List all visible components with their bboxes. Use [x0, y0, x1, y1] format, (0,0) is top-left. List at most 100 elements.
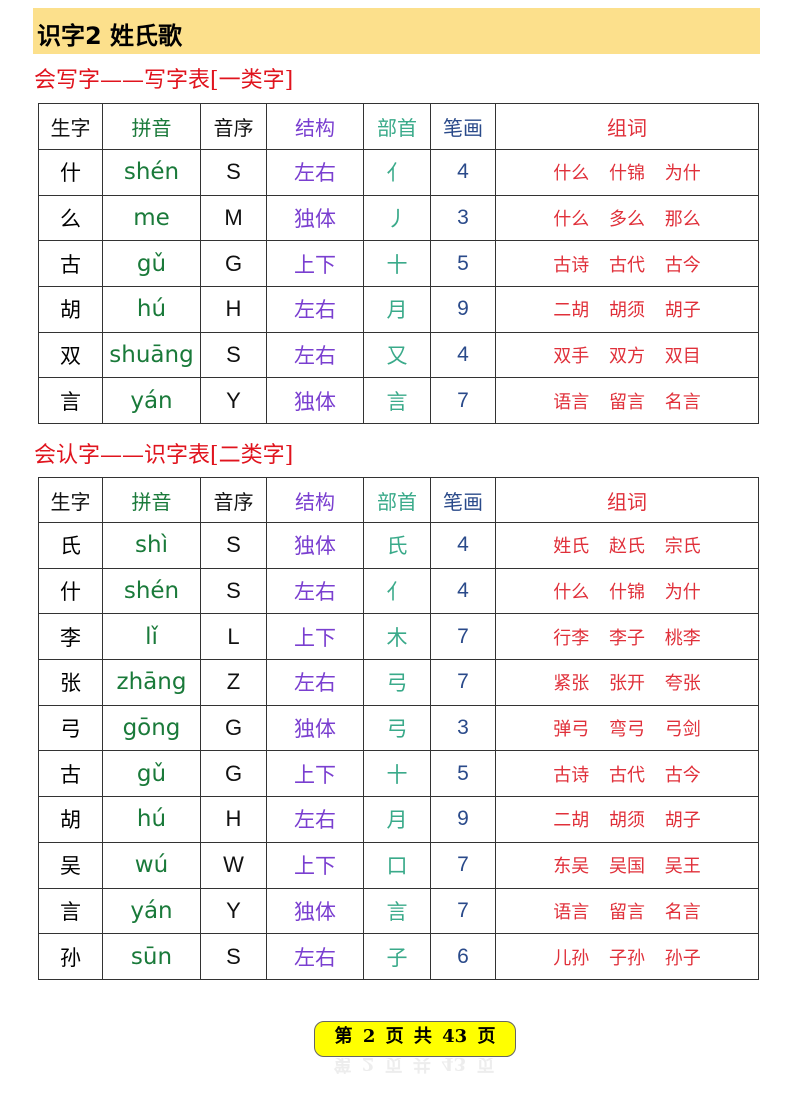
cell-pinyin: shì: [102, 522, 201, 569]
cell-strokes: 4: [430, 331, 496, 379]
cell-structure: 上下: [266, 240, 364, 288]
header-letter: 音序: [200, 103, 267, 150]
cell-structure: 独体: [266, 194, 364, 242]
cell-radical: 子: [363, 933, 431, 980]
cell-structure: 独体: [266, 887, 364, 935]
cell-structure: 独体: [266, 704, 364, 752]
cell-words: 什么 多么 那么: [495, 194, 759, 242]
header-structure: 结构: [266, 477, 364, 523]
cell-letter: S: [200, 331, 267, 379]
cell-words: 什么 什锦 为什: [495, 149, 759, 196]
cell-letter: G: [200, 240, 267, 288]
cell-radical: 月: [363, 796, 431, 843]
table-row: 胡 hú H 左右月 9 二胡 胡须 胡子: [38, 286, 759, 333]
header-letter: 音序: [200, 477, 267, 523]
cell-pinyin: yán: [102, 377, 201, 425]
cell-pinyin: shén: [102, 149, 201, 196]
cell-words: 东吴 吴国 吴王: [495, 841, 759, 889]
cell-radical: 弓: [363, 659, 431, 706]
cell-letter: G: [200, 704, 267, 752]
table-row: 么 me M 独体丿 3 什么 多么 那么: [38, 194, 759, 242]
table-row: 吴 wú W 上下口 7 东吴 吴国 吴王: [38, 841, 759, 889]
cell-words: 语言 留言 名言: [495, 377, 759, 425]
cell-char: 李: [38, 613, 103, 661]
cell-radical: 丿: [363, 194, 431, 242]
cell-strokes: 7: [430, 887, 496, 935]
cell-radical: 又: [363, 331, 431, 379]
cell-structure: 左右: [266, 567, 364, 615]
cell-letter: Y: [200, 377, 267, 425]
cell-radical: 弓: [363, 704, 431, 752]
cell-pinyin: wú: [102, 841, 201, 889]
header-row: 生字 拼音 音序 结构 部首 笔画 组词: [38, 103, 759, 150]
header-char: 生字: [38, 103, 103, 150]
cell-char: 什: [38, 567, 103, 615]
header-words: 组词: [495, 477, 759, 523]
header-pinyin: 拼音: [102, 477, 201, 523]
cell-letter: W: [200, 841, 267, 889]
cell-strokes: 7: [430, 377, 496, 425]
cell-letter: S: [200, 567, 267, 615]
cell-letter: S: [200, 522, 267, 569]
cell-letter: M: [200, 194, 267, 242]
page-title: 识字2 姓氏歌: [37, 22, 183, 50]
cell-char: 古: [38, 240, 103, 288]
table-row: 古 gǔ G 上下十 5 古诗 古代 古今: [38, 750, 759, 798]
cell-char: 张: [38, 659, 103, 706]
cell-letter: S: [200, 933, 267, 980]
cell-char: 胡: [38, 286, 103, 333]
cell-strokes: 5: [430, 750, 496, 798]
cell-strokes: 3: [430, 194, 496, 242]
cell-structure: 独体: [266, 377, 364, 425]
cell-radical: 言: [363, 377, 431, 425]
cell-strokes: 9: [430, 286, 496, 333]
cell-letter: L: [200, 613, 267, 661]
cell-letter: Y: [200, 887, 267, 935]
cell-pinyin: lǐ: [102, 613, 201, 661]
cell-words: 二胡 胡须 胡子: [495, 286, 759, 333]
cell-radical: 十: [363, 240, 431, 288]
cell-radical: 言: [363, 887, 431, 935]
table-row: 言 yán Y 独体言 7 语言 留言 名言: [38, 887, 759, 935]
cell-pinyin: gǔ: [102, 750, 201, 798]
cell-structure: 上下: [266, 613, 364, 661]
cell-structure: 独体: [266, 522, 364, 569]
cell-radical: 亻: [363, 149, 431, 196]
cell-strokes: 4: [430, 567, 496, 615]
cell-letter: S: [200, 149, 267, 196]
cell-words: 双手 双方 双目: [495, 331, 759, 379]
cell-char: 吴: [38, 841, 103, 889]
cell-radical: 月: [363, 286, 431, 333]
cell-pinyin: yán: [102, 887, 201, 935]
header-structure: 结构: [266, 103, 364, 150]
cell-structure: 左右: [266, 933, 364, 980]
cell-words: 紧张 张开 夸张: [495, 659, 759, 706]
header-strokes: 笔画: [430, 477, 496, 523]
header-strokes: 笔画: [430, 103, 496, 150]
cell-char: 言: [38, 887, 103, 935]
header-row: 生字 拼音 音序 结构 部首 笔画 组词: [38, 477, 759, 523]
table-row: 言 yán Y 独体言 7 语言 留言 名言: [38, 377, 759, 425]
table-row: 胡 hú H 左右月 9 二胡 胡须 胡子: [38, 796, 759, 843]
cell-words: 儿孙 子孙 孙子: [495, 933, 759, 980]
cell-char: 孙: [38, 933, 103, 980]
cell-char: 言: [38, 377, 103, 425]
write-characters-table: 生字 拼音 音序 结构 部首 笔画 组词什 shén S 左右亻 4 什么 什锦 为什么 me M 独体丿 3…: [38, 103, 759, 425]
cell-strokes: 7: [430, 841, 496, 889]
cell-strokes: 4: [430, 522, 496, 569]
cell-letter: G: [200, 750, 267, 798]
cell-words: 语言 留言 名言: [495, 887, 759, 935]
cell-radical: 氏: [363, 522, 431, 569]
cell-radical: 木: [363, 613, 431, 661]
header-char: 生字: [38, 477, 103, 523]
page-indicator: 第 2 页 共 43 页: [314, 1021, 516, 1057]
header-pinyin: 拼音: [102, 103, 201, 150]
cell-pinyin: gǔ: [102, 240, 201, 288]
cell-structure: 左右: [266, 796, 364, 843]
cell-words: 行李 李子 桃李: [495, 613, 759, 661]
cell-structure: 上下: [266, 841, 364, 889]
cell-char: 么: [38, 194, 103, 242]
cell-strokes: 9: [430, 796, 496, 843]
cell-structure: 左右: [266, 331, 364, 379]
cell-words: 二胡 胡须 胡子: [495, 796, 759, 843]
